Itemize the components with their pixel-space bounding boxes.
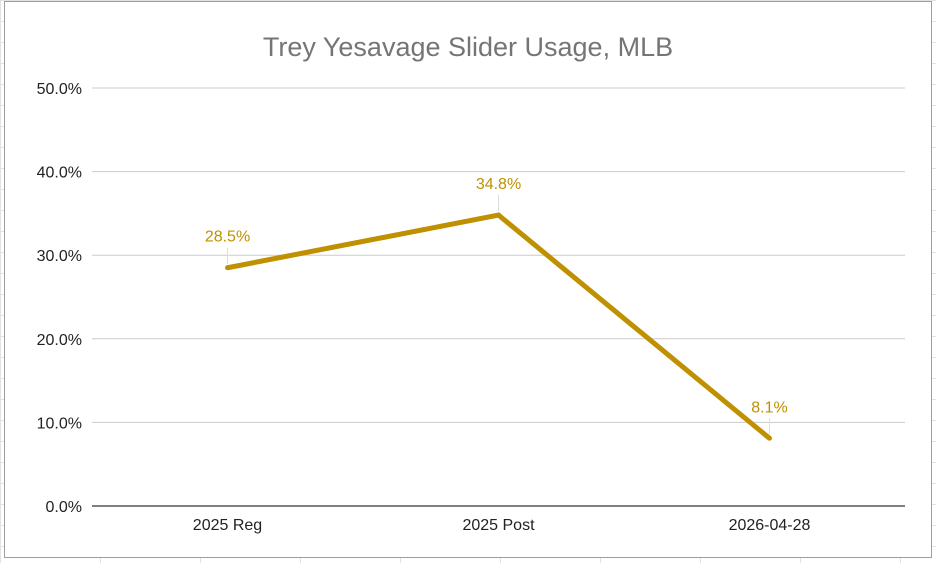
y-tick-label: 10.0% — [37, 415, 82, 432]
series-line — [227, 212, 772, 441]
data-label: 34.8% — [476, 176, 521, 193]
y-tick-label: 0.0% — [46, 499, 82, 516]
gridlines — [92, 87, 905, 507]
data-label: 28.5% — [205, 229, 250, 246]
y-axis-ticks: 0.0% 10.0% 20.0% 30.0% 40.0% 50.0% — [37, 81, 82, 516]
x-tick-label: 2025 Post — [462, 517, 535, 534]
x-axis-ticks: 2025 Reg 2025 Post 2026-04-28 — [193, 517, 811, 534]
y-tick-label: 40.0% — [37, 165, 82, 182]
series-layer — [225, 212, 772, 441]
data-label: 8.1% — [751, 399, 787, 416]
y-tick-label: 50.0% — [37, 81, 82, 98]
x-tick-label: 2025 Reg — [193, 517, 262, 534]
x-tick-label: 2026-04-28 — [729, 517, 811, 534]
chart-frame — [4, 1, 932, 558]
chart-title: Trey Yesavage Slider Usage, MLB — [263, 32, 673, 62]
data-point — [496, 212, 501, 218]
data-labels: 28.5% 34.8% 8.1% — [205, 176, 788, 435]
data-point — [225, 265, 230, 271]
data-point — [767, 435, 772, 441]
y-tick-label: 20.0% — [37, 332, 82, 349]
y-tick-label: 30.0% — [37, 248, 82, 265]
